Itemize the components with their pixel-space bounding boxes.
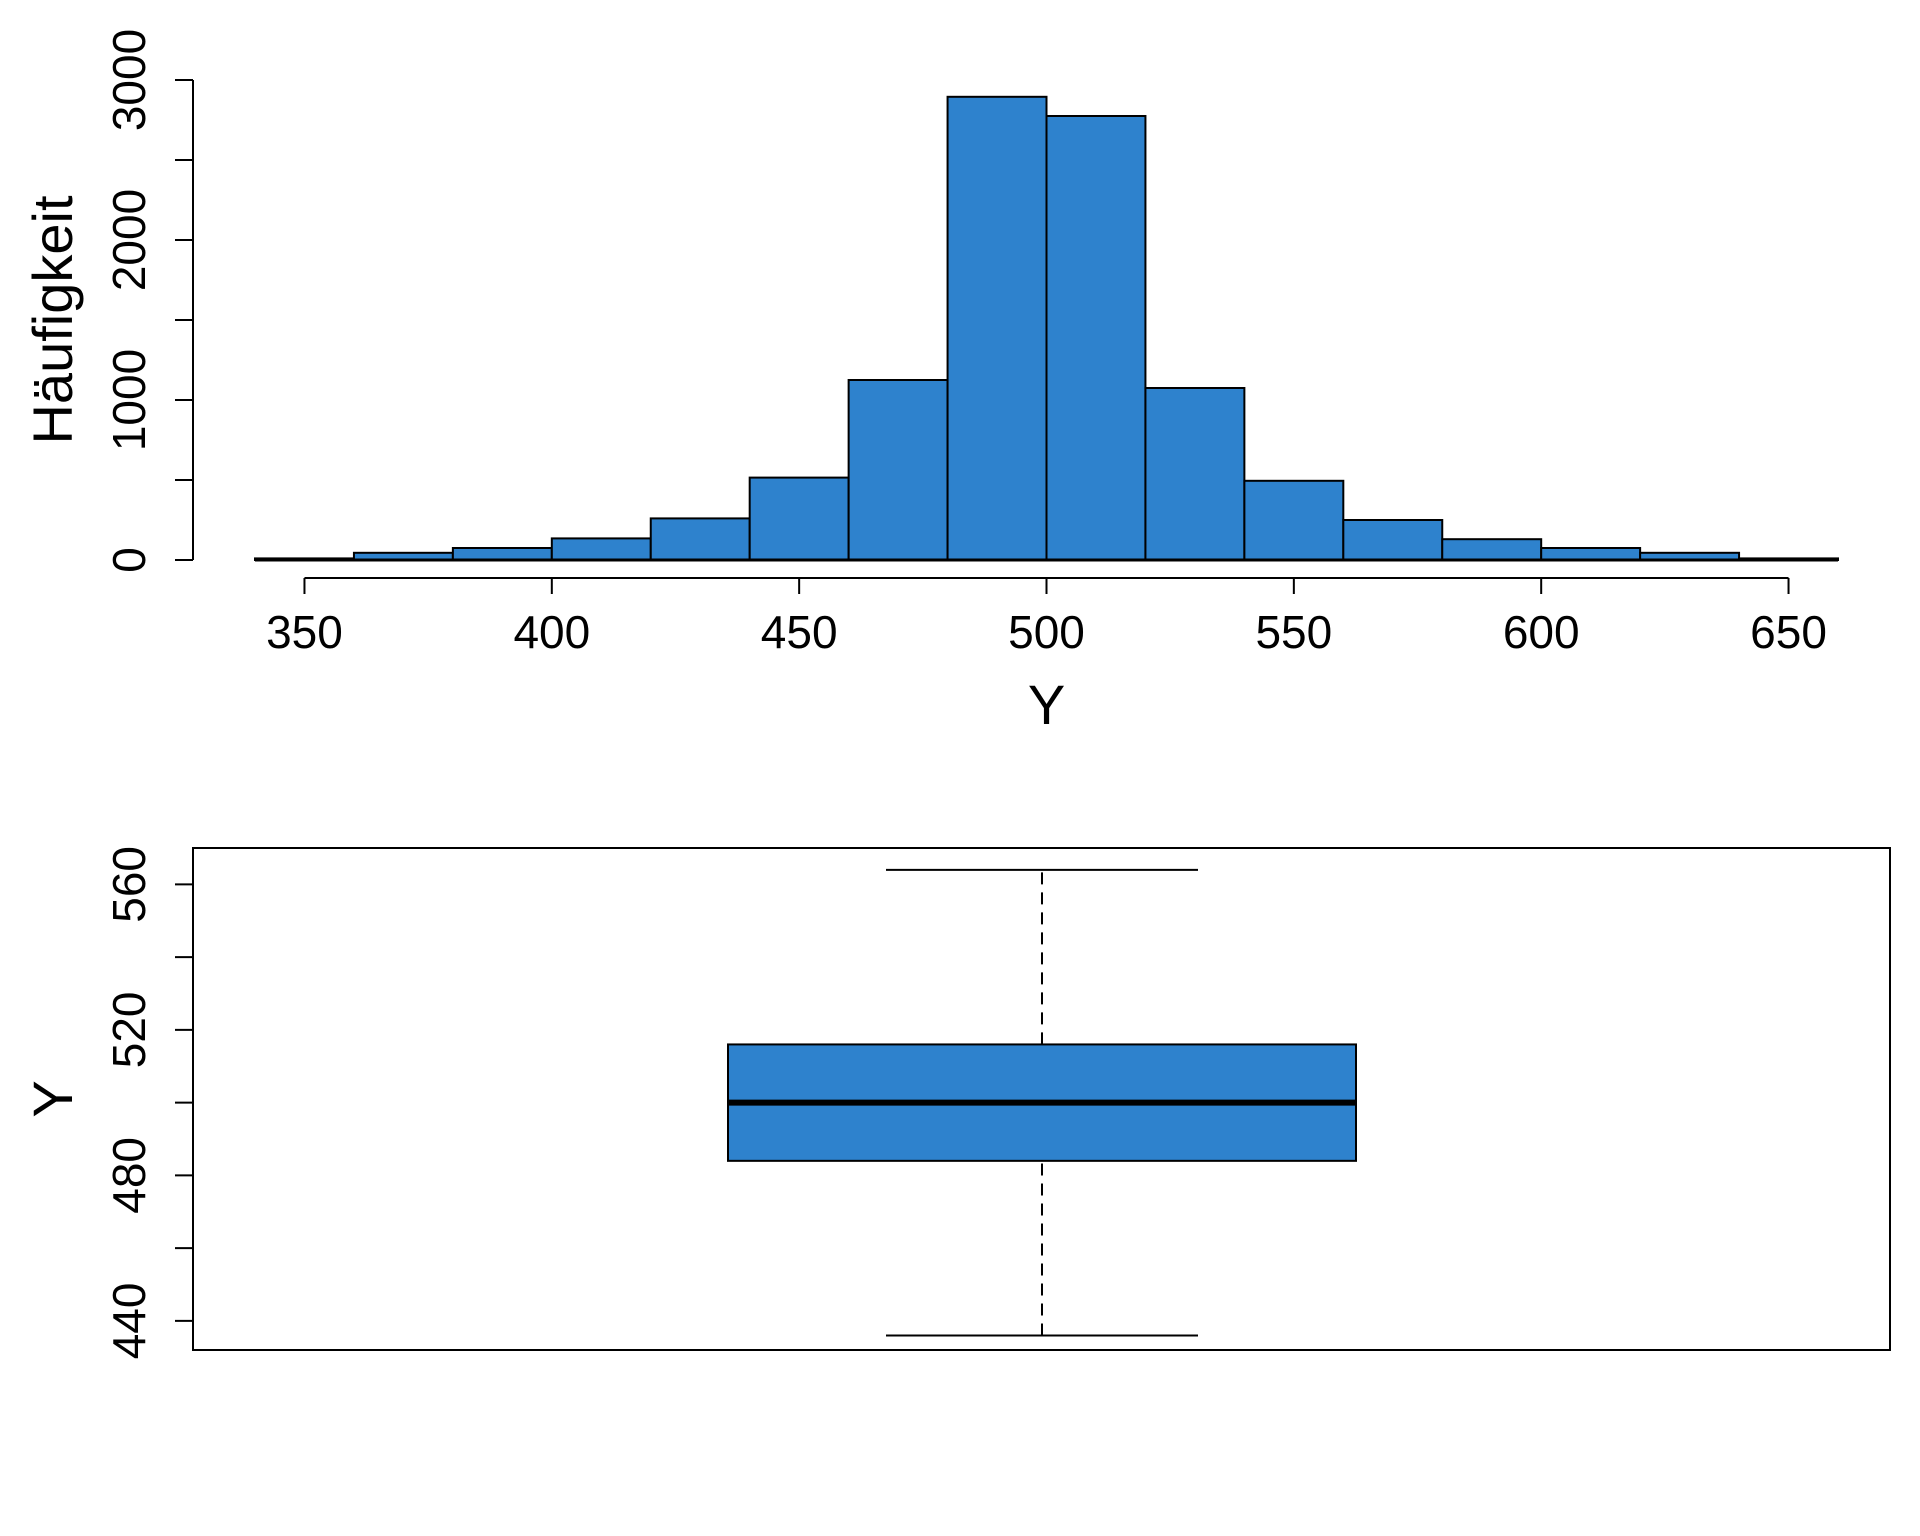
histogram-bar — [847, 379, 949, 561]
histogram-y-tick-label: 0 — [103, 547, 155, 573]
histogram-x-tick-label: 350 — [266, 606, 343, 658]
histogram-x-tick-label: 400 — [513, 606, 590, 658]
boxplot-y-tick-label: 480 — [103, 1137, 155, 1214]
histogram-bar — [748, 476, 850, 562]
histogram-y-tick-label: 3000 — [103, 29, 155, 131]
histogram-x-tick-label: 550 — [1255, 606, 1332, 658]
histogram-x-tick-label: 600 — [1503, 606, 1580, 658]
boxplot-panel: 440 480 520 560 Y — [21, 846, 1891, 1359]
histogram-x-tick-label: 450 — [761, 606, 838, 658]
histogram-y-tick-label: 1000 — [103, 349, 155, 451]
histogram-bars — [254, 95, 1839, 562]
boxplot-y-tick-label: 560 — [103, 846, 155, 923]
histogram-x-tick-label: 650 — [1750, 606, 1827, 658]
histogram-bar — [1441, 538, 1543, 562]
histogram-bar — [550, 537, 652, 562]
histogram-bar — [1045, 115, 1147, 561]
histogram-y-axis-title: Häufigkeit — [21, 195, 84, 444]
histogram-y-tick-label: 2000 — [103, 189, 155, 291]
histogram-x-axis-title: Y — [1028, 673, 1065, 736]
histogram-bar — [1243, 479, 1345, 561]
histogram-x-tick-label: 500 — [1008, 606, 1085, 658]
histogram-y-ticks: 0 1000 2000 3000 — [103, 29, 193, 573]
histogram-bar — [946, 95, 1048, 562]
boxplot-y-ticks: 440 480 520 560 — [103, 846, 193, 1359]
histogram-bar — [1342, 519, 1444, 561]
histogram-x-ticks: 350 400 450 500 550 600 650 — [266, 578, 1827, 658]
boxplot-y-tick-label: 520 — [103, 992, 155, 1069]
boxplot-y-tick-label: 440 — [103, 1283, 155, 1360]
histogram-bar — [649, 517, 751, 562]
histogram-bar — [1144, 387, 1246, 561]
histogram-bar — [451, 547, 553, 561]
histogram-bar — [1540, 547, 1642, 561]
boxplot-y-axis-title: Y — [21, 1080, 84, 1117]
histogram-panel: 350 400 450 500 550 600 650 0 1000 2000 3000 Y Hä… — [21, 29, 1839, 736]
